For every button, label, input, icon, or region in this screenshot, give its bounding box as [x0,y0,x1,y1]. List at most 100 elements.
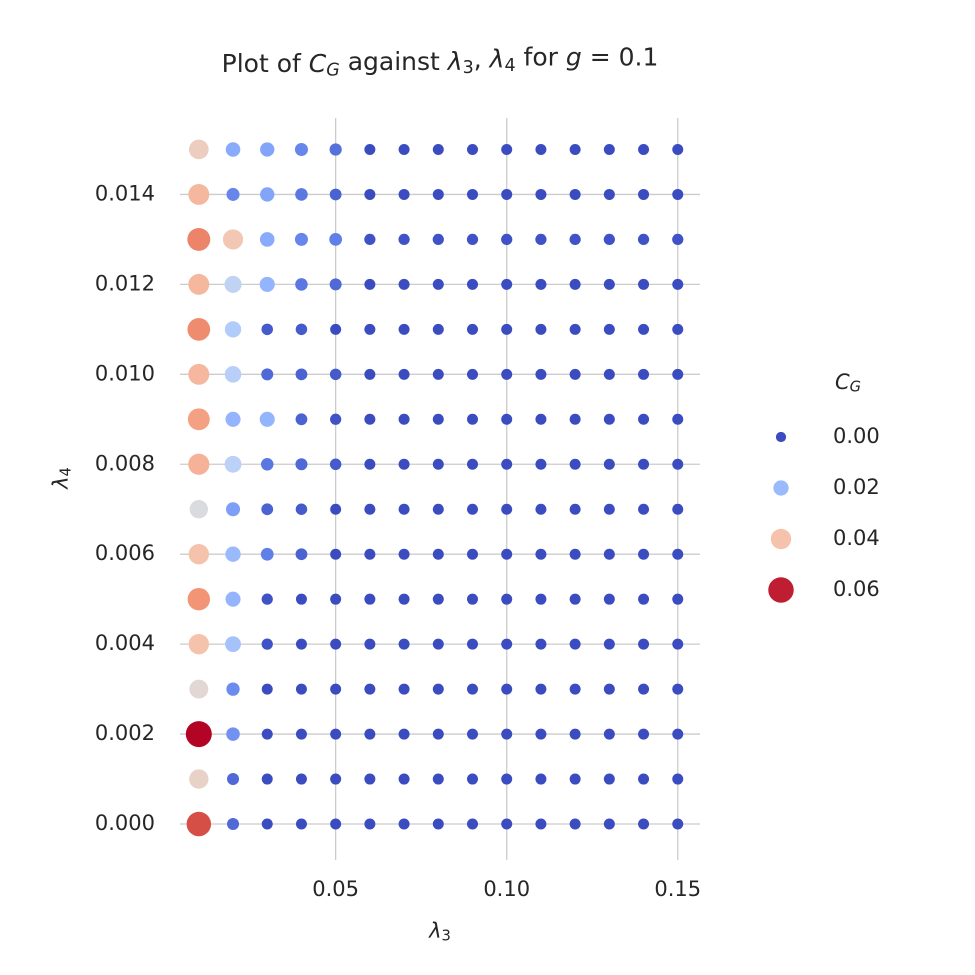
point [672,728,684,740]
point [189,769,209,789]
point [672,548,684,560]
point [638,458,650,470]
legend-marker [773,480,789,496]
chart-title: Plot of CG against λ3, λ4 for g = 0.1 [222,42,659,80]
point [603,323,615,335]
point [432,818,444,830]
x-tick-label: 0.15 [654,877,701,901]
point [638,323,650,335]
point [535,773,547,785]
point [535,368,547,380]
point [638,638,650,650]
point [638,593,650,605]
point [501,818,513,830]
point [222,229,244,250]
point [501,143,513,155]
point [364,503,376,515]
point [603,548,615,560]
point [186,811,212,837]
point [432,773,444,785]
legend-label: 0.06 [833,577,880,601]
y-tick-label: 0.014 [95,181,155,205]
point [467,458,478,470]
point [259,276,275,292]
point [432,503,444,515]
point [432,638,444,650]
point [398,143,410,155]
point [364,548,376,560]
point [329,278,342,291]
point [603,683,615,695]
point [329,368,342,381]
point [188,139,209,160]
point [398,728,410,740]
point [467,368,478,380]
point [467,413,478,425]
point [535,593,547,605]
point [259,411,275,427]
point [432,188,444,200]
point [569,143,581,155]
point [672,143,684,155]
point [227,818,240,831]
point [225,591,241,607]
point [295,278,308,291]
point [364,773,376,785]
point [569,413,581,425]
point [638,773,650,785]
point [398,773,410,785]
point [225,546,241,562]
point [501,278,513,290]
point [535,188,547,200]
point [187,408,210,431]
point [638,278,650,290]
point [261,773,273,785]
point [398,368,410,380]
point [603,638,615,650]
point [295,503,308,515]
point [467,773,478,785]
point [260,458,274,471]
point [638,818,650,830]
point [225,636,241,653]
point [225,411,241,427]
point [330,638,342,650]
point [637,233,650,246]
point [638,683,650,695]
point [432,413,444,425]
point [569,233,581,246]
point [329,188,342,201]
point [467,593,478,605]
point [501,413,513,425]
point [672,323,684,335]
point [226,502,241,517]
point [569,728,581,740]
point [466,233,479,246]
point [535,548,547,560]
point [638,728,650,740]
point [672,278,684,290]
point [188,453,210,475]
point [364,143,376,155]
point [569,683,581,695]
point [398,503,410,515]
legend-label: 0.02 [833,475,880,499]
point [188,273,210,295]
point [188,544,210,565]
point [535,728,547,740]
point [329,458,342,471]
point [603,278,615,290]
point [501,368,513,380]
point [260,187,275,202]
point [261,728,273,740]
point [432,728,444,740]
point [261,683,273,695]
point [330,323,342,335]
y-tick-label: 0.010 [95,361,155,385]
point [501,233,513,246]
point [672,818,684,830]
point [467,548,478,560]
point [535,638,547,650]
point [535,233,547,246]
point [535,818,547,830]
